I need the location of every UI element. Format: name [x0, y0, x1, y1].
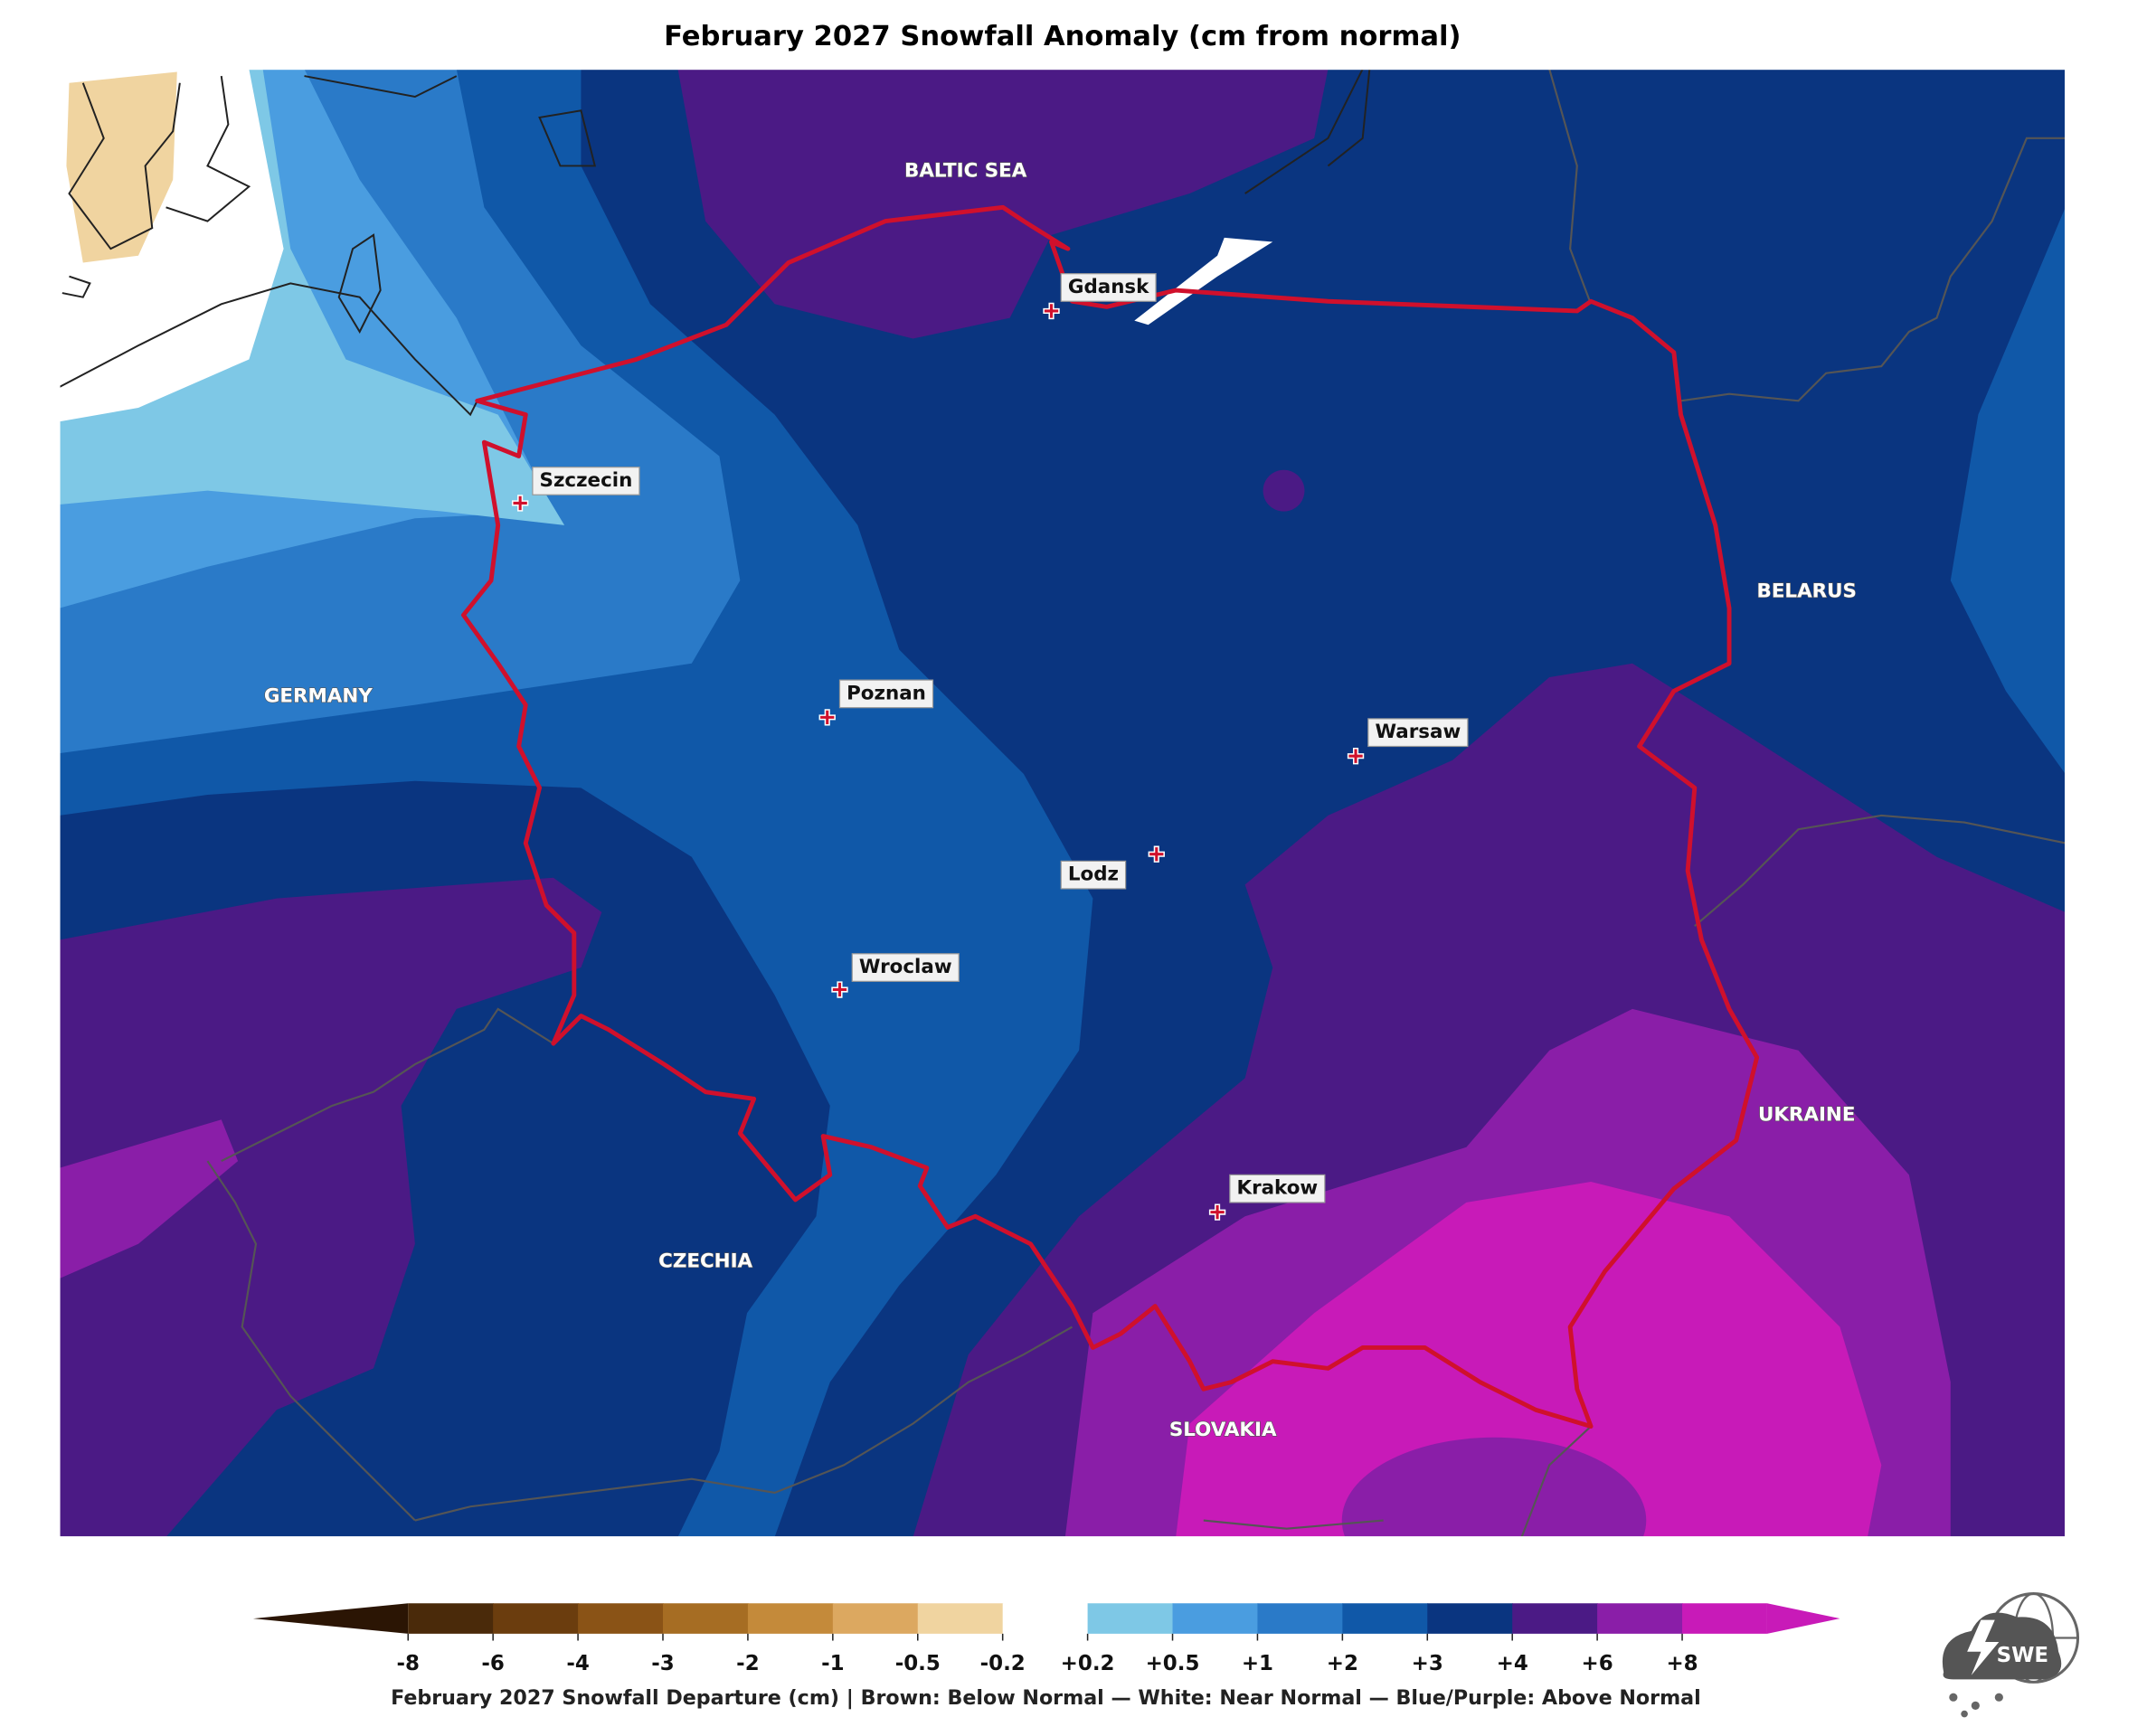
map — [59, 69, 2066, 1537]
colorbar-tick-label: -4 — [566, 1652, 589, 1675]
city-label-box — [1229, 1174, 1326, 1203]
colorbar-tick-label: -2 — [736, 1652, 759, 1675]
map-frame — [59, 68, 2067, 1538]
city-label: Lodz — [1068, 863, 1119, 886]
colorbar-tick-label: -1 — [821, 1652, 844, 1675]
colorbar-tick-label: +0.2 — [1061, 1652, 1115, 1675]
cities: Gdansk Szczecin Poznan Warsaw Lodz Wroclaw Kra… — [511, 273, 1469, 1221]
colorbar-segment — [1512, 1603, 1598, 1634]
city-label-box — [532, 467, 640, 495]
poland-border — [460, 204, 1760, 1429]
colorbar-segment — [578, 1603, 664, 1634]
city-label-box — [838, 679, 934, 709]
city-marker — [1044, 304, 1059, 318]
title: February 2027 Snowfall Anomaly (cm from … — [664, 21, 1461, 52]
colorbar-tick-label: -0.2 — [980, 1652, 1026, 1675]
colorbar-tick-label: +8 — [1666, 1652, 1698, 1675]
colorbar-tick-label: +2 — [1327, 1652, 1358, 1675]
colorbar-tri-high — [1766, 1603, 1840, 1634]
colorbar-tick-label: +1 — [1242, 1652, 1273, 1675]
colorbar-segment — [1342, 1603, 1429, 1634]
colorbar-tick-label: +4 — [1497, 1652, 1528, 1675]
colorbar-segment — [917, 1603, 1004, 1634]
colorbar-segment — [493, 1603, 579, 1634]
colorbar-tri-low — [252, 1603, 409, 1634]
colorbar-tick-label: -6 — [481, 1652, 504, 1675]
colorbar-tick-label: +0.5 — [1146, 1652, 1200, 1675]
colorbar-segment — [408, 1603, 494, 1634]
colorbar-segment — [663, 1603, 749, 1634]
colorbar-caption: February 2027 Snowfall Departure (cm) | … — [391, 1686, 1701, 1710]
city-marker — [832, 982, 847, 997]
city-label: Szczecin — [540, 469, 633, 492]
colorbar-tick-label: -0.5 — [895, 1652, 941, 1675]
colorbar-segment — [1002, 1603, 1089, 1634]
city-label-box — [1367, 718, 1469, 748]
city-label-box — [851, 953, 960, 982]
region-label: BALTIC SEA — [904, 160, 1027, 183]
region-label: CZECHIA — [658, 1250, 752, 1273]
colorbar-segment — [1682, 1603, 1767, 1634]
region-labels: BALTIC SEA GERMANY BELARUS UKRAINE CZECHIA SL… — [263, 159, 1857, 1442]
city-marker — [820, 710, 835, 725]
city-label-box — [1060, 273, 1157, 302]
colorbar-segment — [1427, 1603, 1513, 1634]
city-marker — [1348, 749, 1363, 763]
colorbar-tick-label: -8 — [397, 1652, 420, 1675]
city-marker — [513, 495, 527, 511]
city-label: Poznan — [847, 682, 926, 704]
city-marker — [1149, 847, 1164, 862]
city-label: Warsaw — [1375, 721, 1461, 743]
region-label: SLOVAKIA — [1169, 1419, 1277, 1441]
city-marker — [1210, 1204, 1225, 1220]
city-label: Wroclaw — [859, 956, 952, 978]
region-label: BELARUS — [1757, 580, 1857, 602]
colorbar-tick-label: +6 — [1582, 1652, 1613, 1675]
city-label: Gdansk — [1068, 276, 1149, 298]
colorbar-segment — [1257, 1603, 1344, 1634]
logo: SWE — [1942, 1592, 2080, 1718]
colorbar-segment — [1172, 1603, 1259, 1634]
colorbar-segment — [1597, 1603, 1683, 1634]
colorbar-segment — [1087, 1603, 1174, 1634]
colorbar-tick-label: +3 — [1412, 1652, 1443, 1675]
colorbar-segment — [832, 1603, 919, 1634]
colorbar: -8 -6 -4 -3 -2 -1 -0.5 -0.2 +0.2 +0.5 +1 +2 +3 +4 +6 +8 — [252, 1603, 1840, 1675]
city-label-box — [1060, 860, 1127, 890]
logo-text: SWE — [1997, 1644, 2048, 1667]
region-label: UKRAINE — [1758, 1104, 1855, 1127]
colorbar-tick-label: -3 — [651, 1652, 674, 1675]
city-label: Krakow — [1236, 1177, 1318, 1200]
region-label: GERMANY — [264, 684, 373, 707]
colorbar-segment — [747, 1603, 834, 1634]
